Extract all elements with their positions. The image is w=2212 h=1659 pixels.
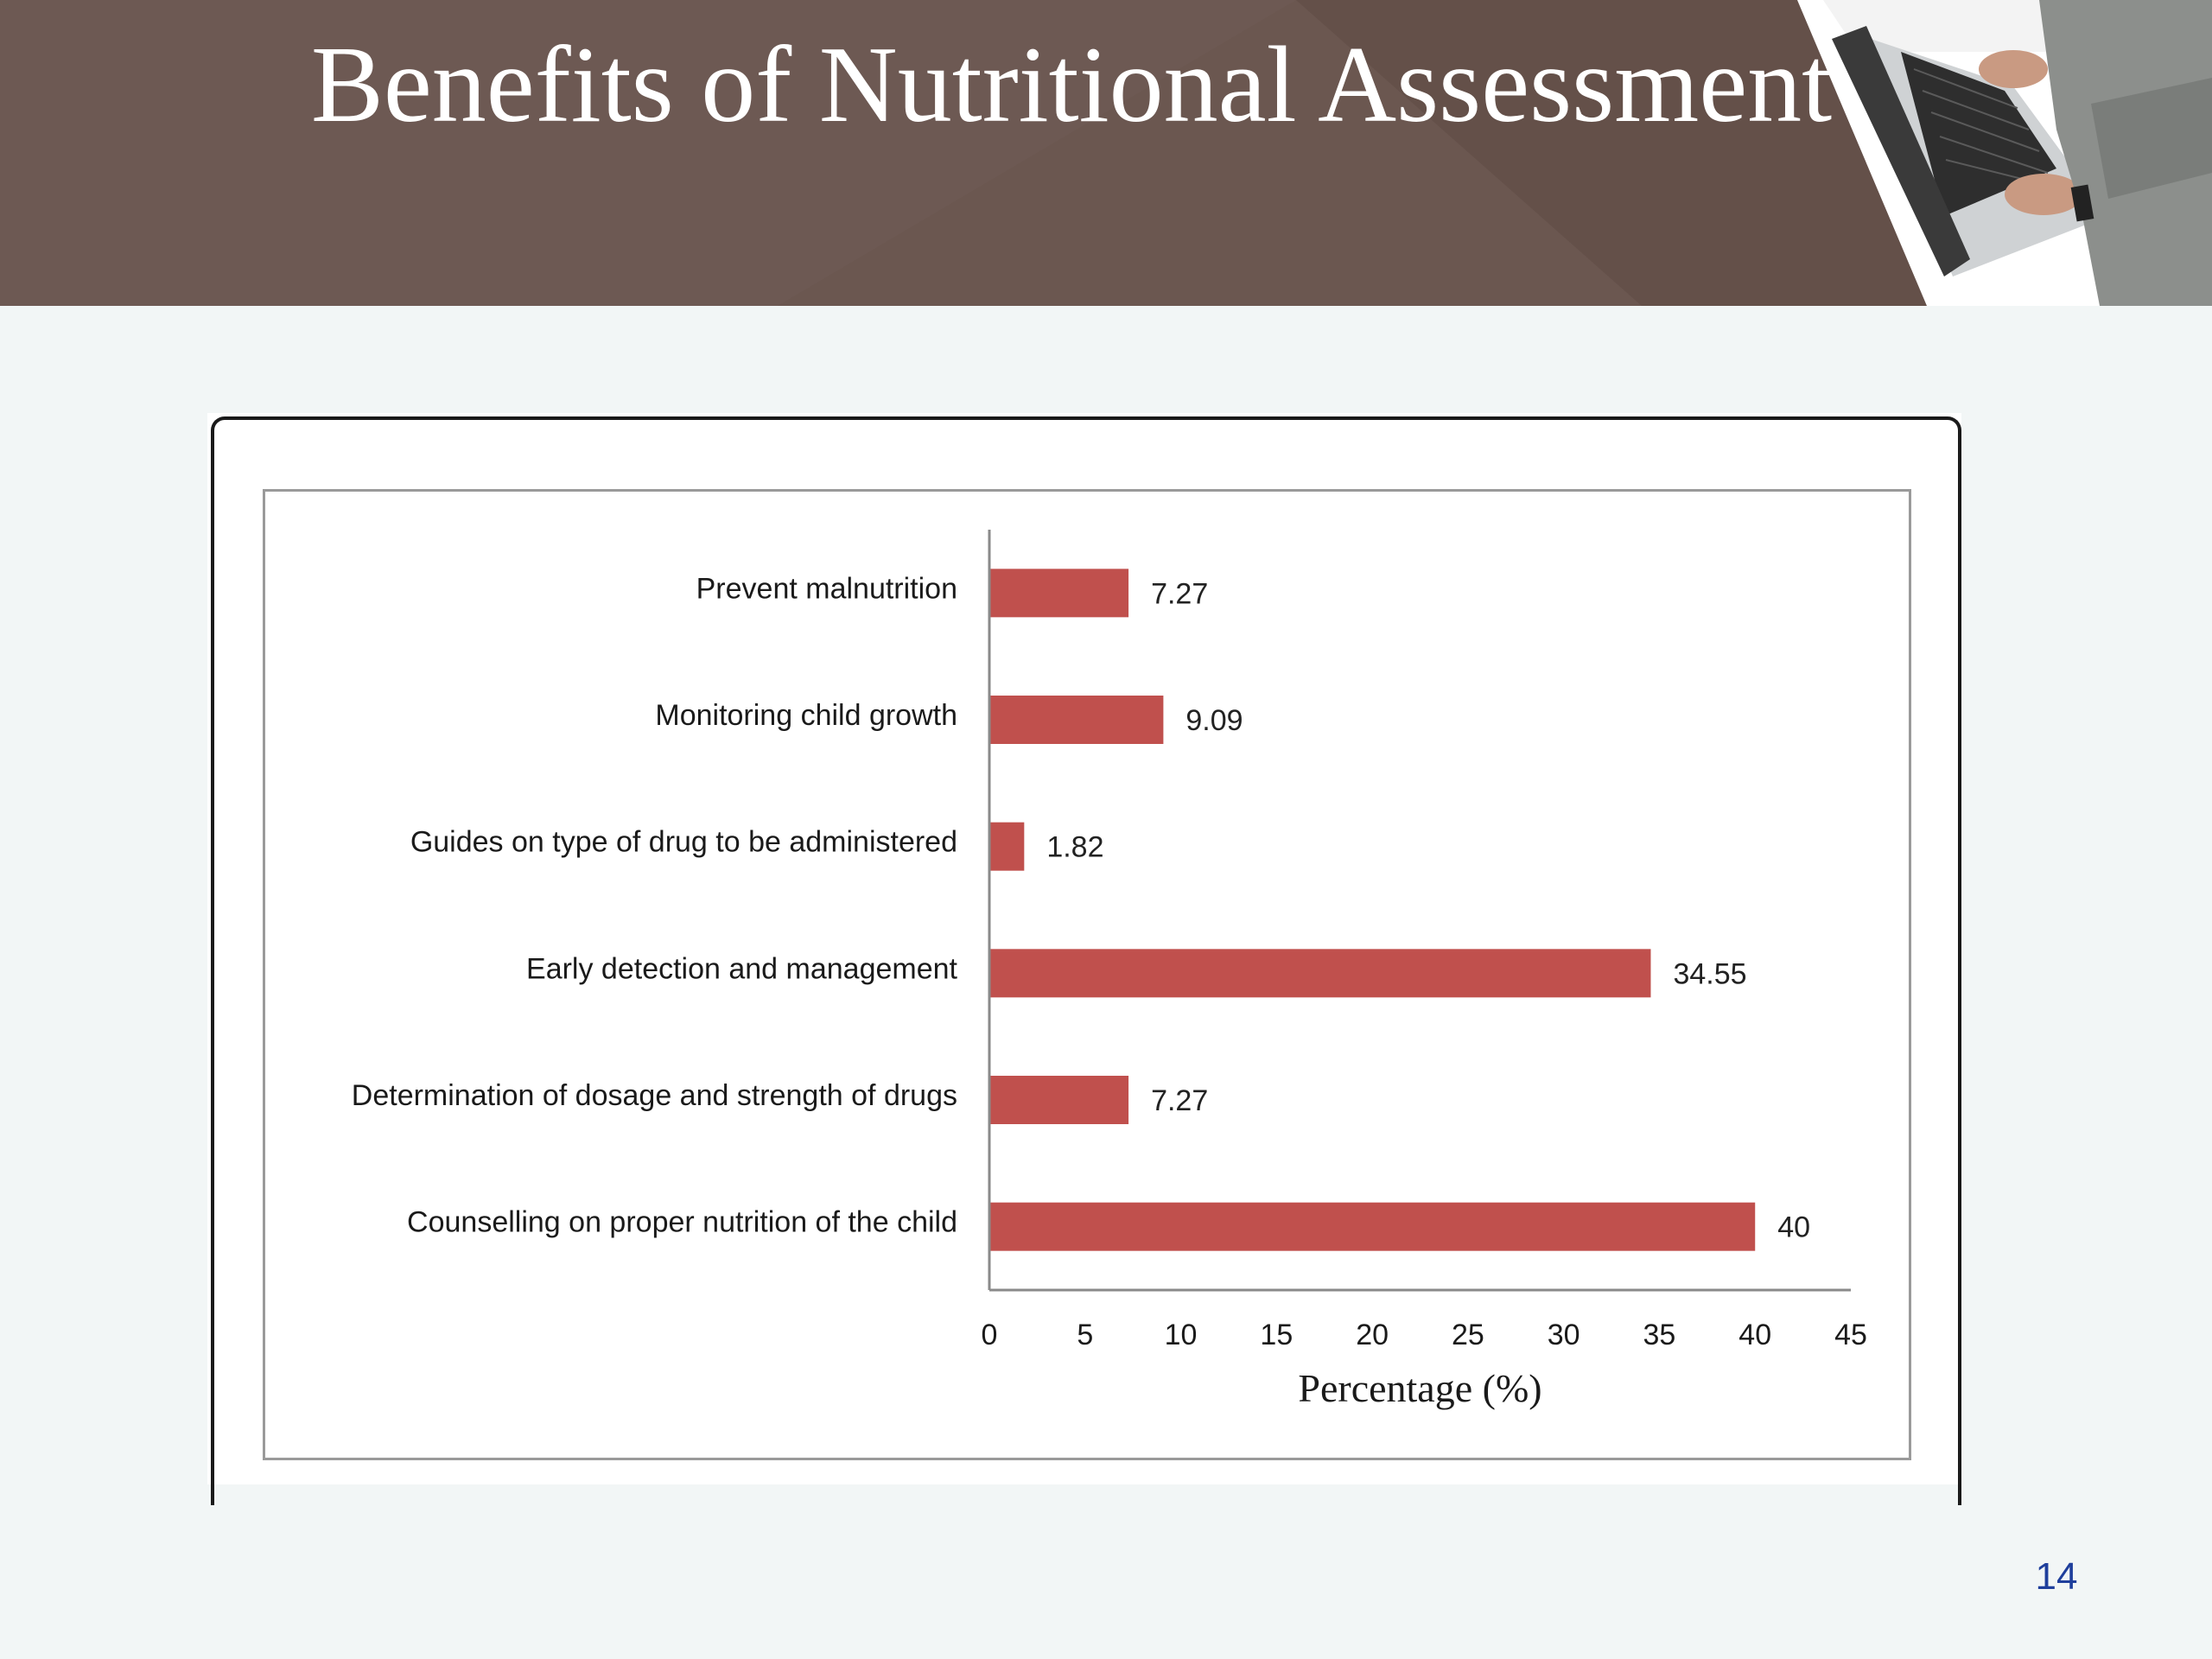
laptop-photo (1797, 0, 2212, 306)
category-label: Guides on type of drug to be administere… (410, 826, 957, 859)
category-label: Determination of dosage and strength of … (352, 1079, 957, 1112)
bar-value-label: 7.27 (1151, 577, 1208, 610)
page-number: 14 (2035, 1555, 2078, 1598)
bar (989, 1202, 1756, 1251)
category-label: Counselling on proper nutrition of the c… (407, 1206, 957, 1239)
x-tick-label: 10 (1165, 1319, 1198, 1351)
x-tick-label: 20 (1356, 1319, 1389, 1351)
bar (989, 949, 1651, 998)
x-axis-title: Percentage (%) (1298, 1366, 1541, 1410)
bar (989, 1076, 1129, 1124)
x-tick-label: 35 (1643, 1319, 1676, 1351)
x-tick-label: 5 (1077, 1319, 1093, 1351)
x-tick-label: 45 (1834, 1319, 1867, 1351)
x-tick-label: 40 (1738, 1319, 1771, 1351)
bar-value-label: 9.09 (1185, 704, 1243, 737)
bar-value-label: 40 (1777, 1211, 1810, 1244)
slide-title: Benefits of Nutritional Assessment (310, 25, 1833, 145)
header-decoration (0, 0, 1927, 306)
category-label: Prevent malnutrition (696, 572, 957, 605)
x-tick-label: 0 (982, 1319, 998, 1351)
bar (989, 569, 1129, 618)
slide-header: Benefits of Nutritional Assessment (0, 0, 2212, 306)
category-label: Monitoring child growth (655, 699, 957, 732)
bar-value-label: 7.27 (1151, 1084, 1208, 1117)
x-tick-label: 30 (1548, 1319, 1580, 1351)
x-tick-label: 25 (1452, 1319, 1484, 1351)
bar-value-label: 34.55 (1673, 957, 1746, 990)
bar (989, 822, 1025, 871)
x-tick-label: 15 (1260, 1319, 1293, 1351)
chart-card-border (211, 416, 1961, 1505)
bar (989, 696, 1164, 744)
category-label: Early detection and management (526, 952, 958, 985)
bar-value-label: 1.82 (1046, 831, 1103, 864)
